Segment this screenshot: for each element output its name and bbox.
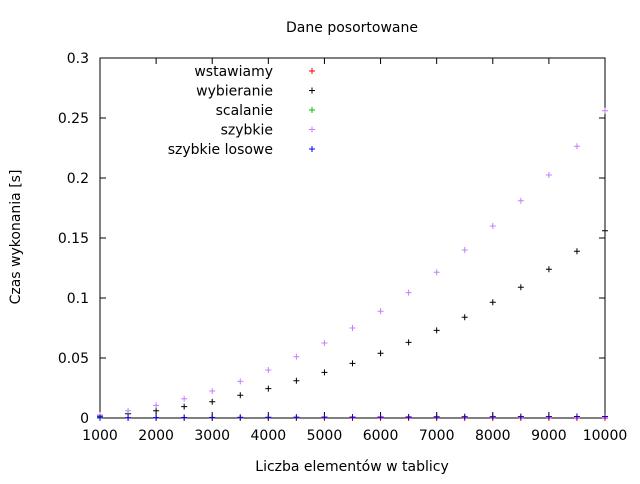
- data-point: [573, 143, 580, 150]
- data-point: [293, 414, 300, 421]
- y-tick-label: 0: [80, 411, 89, 427]
- data-point: [573, 413, 580, 420]
- y-tick-label: 0.15: [58, 231, 89, 247]
- legend-marker: [309, 126, 315, 133]
- series-szybkie: [97, 107, 608, 418]
- x-tick-label: 8000: [475, 428, 511, 444]
- legend-marker: [309, 107, 315, 113]
- y-tick-label: 0.25: [58, 111, 89, 127]
- data-point: [237, 414, 244, 421]
- y-tick-label: 0.2: [67, 171, 89, 187]
- data-point: [461, 314, 468, 321]
- legend-label: wstawiamy: [194, 64, 273, 80]
- data-point: [293, 353, 300, 360]
- series-wybieranie: [97, 227, 608, 420]
- chart-title: Dane posortowane: [286, 20, 418, 36]
- data-point: [489, 223, 496, 229]
- data-point: [377, 308, 384, 315]
- data-point: [125, 414, 132, 421]
- data-point: [405, 414, 412, 421]
- data-point: [517, 413, 524, 420]
- data-point: [209, 388, 216, 394]
- data-point: [97, 414, 103, 421]
- axis-ticks: 1000 2000 3000 4000 5000 6000 7000 8000 9000 1000…: [58, 51, 627, 444]
- data-point: [237, 392, 244, 399]
- y-tick-label: 0.1: [67, 291, 89, 307]
- data-point: [405, 289, 412, 296]
- data-point: [181, 403, 188, 410]
- data-point: [237, 378, 244, 385]
- data-point: [181, 395, 188, 402]
- data-point: [321, 369, 328, 376]
- data-point: [153, 402, 160, 409]
- x-tick-label: 5000: [307, 428, 343, 444]
- data-point: [209, 414, 216, 421]
- data-point: [265, 414, 272, 421]
- x-tick-label: 2000: [138, 428, 174, 444]
- data-point: [349, 414, 356, 421]
- x-axis-label: Liczba elementów w tablicy: [255, 459, 448, 475]
- data-point: [545, 413, 552, 420]
- x-tick-label: 6000: [363, 428, 399, 444]
- data-point: [489, 299, 496, 306]
- legend: wstawiamy wybieranie scalanie szybkie szybki…: [168, 64, 315, 158]
- y-axis-label: Czas wykonania [s]: [8, 170, 24, 305]
- legend-marker: [309, 68, 315, 74]
- data-point: [321, 340, 328, 346]
- data-point: [602, 227, 608, 234]
- data-points: [97, 107, 608, 421]
- data-point: [293, 377, 300, 384]
- x-tick-label: 9000: [531, 428, 567, 444]
- x-tick-label: 7000: [419, 428, 455, 444]
- x-tick-label: 4000: [251, 428, 287, 444]
- y-tick-label: 0.05: [58, 351, 89, 367]
- data-point: [153, 414, 160, 421]
- data-point: [377, 414, 384, 421]
- data-point: [433, 413, 440, 420]
- data-point: [461, 413, 468, 420]
- data-point: [602, 413, 608, 420]
- data-point: [209, 398, 216, 405]
- y-tick-label: 0.3: [67, 51, 89, 67]
- data-point: [602, 107, 608, 114]
- data-point: [433, 269, 440, 276]
- data-point: [265, 367, 272, 373]
- x-tick-label: 3000: [194, 428, 230, 444]
- data-point: [349, 325, 356, 331]
- legend-marker: [309, 146, 315, 152]
- x-tick-label: 10000: [583, 428, 628, 444]
- x-tick-label: 1000: [82, 428, 118, 444]
- data-point: [573, 248, 580, 255]
- data-point: [265, 385, 272, 392]
- legend-label: szybkie losowe: [168, 142, 273, 158]
- data-point: [545, 266, 552, 273]
- data-point: [321, 414, 328, 421]
- legend-label: scalanie: [216, 103, 273, 119]
- series-szybkie-losowe: [97, 413, 608, 421]
- data-point: [153, 407, 160, 414]
- data-point: [545, 172, 552, 178]
- data-point: [433, 327, 440, 334]
- data-point: [517, 197, 524, 204]
- data-point: [349, 360, 356, 367]
- data-point: [377, 350, 384, 357]
- data-point: [489, 413, 496, 420]
- legend-marker: [309, 87, 315, 94]
- data-point: [181, 414, 188, 421]
- data-point: [517, 284, 524, 291]
- data-point: [125, 407, 132, 414]
- legend-label: wybieranie: [196, 84, 273, 100]
- legend-label: szybkie: [221, 123, 273, 139]
- data-point: [405, 339, 412, 346]
- data-point: [461, 247, 468, 253]
